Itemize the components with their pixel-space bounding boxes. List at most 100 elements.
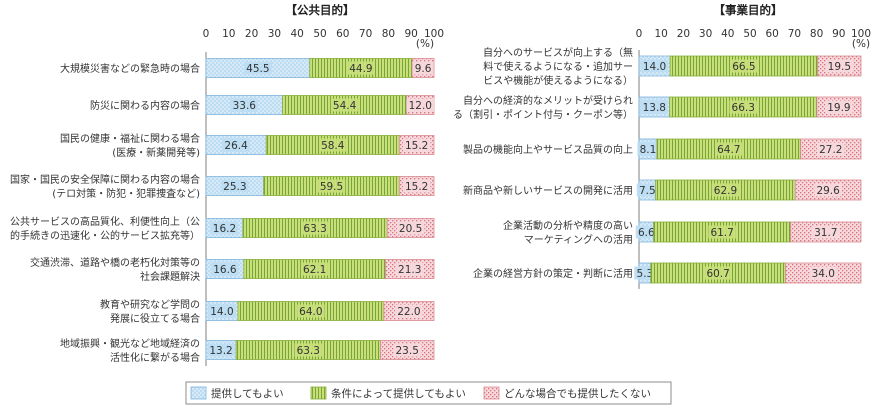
category-label: 社会課題解決 bbox=[140, 270, 200, 283]
data-label: 31.7 bbox=[814, 227, 837, 239]
legend-swatch-never bbox=[483, 386, 500, 400]
bars: 45.5 44.9 9.6 33.6 54.4 12.0 26.4 58.4 15.2 25.3 5… bbox=[205, 58, 435, 360]
category-label: 新商品や新しいサービスの開発に活用 bbox=[463, 184, 633, 197]
category-label: 製品の機能向上やサービス品質の向上 bbox=[463, 143, 633, 156]
x-tick-label: 30 bbox=[699, 28, 712, 40]
data-label-bg bbox=[825, 59, 854, 73]
data-label: 23.5 bbox=[396, 345, 419, 357]
data-label: 64.0 bbox=[299, 306, 322, 318]
data-label: 8.1 bbox=[640, 144, 657, 156]
category-label: 教育や研究など学問の bbox=[100, 298, 200, 311]
data-label: 6.6 bbox=[638, 227, 655, 239]
data-label-bg bbox=[347, 61, 375, 75]
data-label-bg bbox=[714, 142, 743, 156]
x-tick-label: 60 bbox=[766, 28, 779, 40]
x-tick-label: 100 bbox=[424, 28, 444, 40]
data-label: 27.2 bbox=[819, 144, 842, 156]
data-label-bg bbox=[730, 59, 758, 73]
data-label-bg bbox=[207, 343, 235, 357]
data-label-bg bbox=[294, 343, 323, 357]
data-label: 9.6 bbox=[415, 63, 432, 75]
category-label: 公共サービスの高品質化、利便性向上（公 bbox=[10, 215, 200, 228]
data-label: 60.7 bbox=[706, 268, 729, 280]
data-label: 16.6 bbox=[213, 264, 237, 276]
data-label: 7.5 bbox=[639, 185, 656, 197]
data-label: 62.9 bbox=[714, 185, 737, 197]
data-label: 13.8 bbox=[643, 102, 666, 114]
x-tick-label: 10 bbox=[655, 28, 668, 40]
data-label-bg bbox=[825, 100, 853, 114]
axis-unit: (%) bbox=[416, 38, 434, 50]
legend-label-provide: 提供してもよい bbox=[211, 387, 284, 400]
data-label: 15.2 bbox=[405, 181, 428, 193]
data-label-bg bbox=[210, 221, 239, 235]
data-label-bg bbox=[330, 98, 359, 112]
legend-label-conditional: 条件によって提供してもよい bbox=[331, 387, 466, 400]
category-label: 活性化に繋がる場合 bbox=[110, 351, 200, 364]
x-tick-label: 50 bbox=[313, 28, 326, 40]
category-label: 国家・国民の安全保障に関わる内容の場合 bbox=[10, 173, 200, 186]
x-tick-labels: 0 10 20 30 40 50 60 70 80 90 100 bbox=[636, 28, 871, 40]
data-label-bg bbox=[402, 138, 431, 152]
data-label: 66.3 bbox=[732, 102, 755, 114]
x-tick-label: 30 bbox=[268, 28, 281, 40]
x-tick-label: 20 bbox=[245, 28, 258, 40]
category-label: 自分への経済的なメリットが受けられ bbox=[463, 94, 633, 107]
data-label-bg bbox=[711, 183, 740, 197]
data-label-bg bbox=[402, 179, 431, 193]
category-label: 企業の経営方針の策定・判断に活用 bbox=[473, 267, 633, 280]
x-tick-label: 20 bbox=[677, 28, 690, 40]
data-label-bg bbox=[297, 304, 325, 318]
data-label-bg bbox=[412, 61, 434, 75]
data-label: 61.7 bbox=[710, 227, 733, 239]
data-label: 25.3 bbox=[223, 181, 246, 193]
data-label-bg bbox=[393, 343, 422, 357]
data-label-bg bbox=[640, 100, 669, 114]
data-label-bg bbox=[809, 266, 838, 280]
data-label-bg bbox=[317, 179, 346, 193]
data-label-bg bbox=[244, 61, 272, 75]
x-tick-label: 50 bbox=[743, 28, 756, 40]
data-label: 44.9 bbox=[349, 63, 372, 75]
category-label: 発展に役立てる場合 bbox=[110, 312, 200, 325]
category-label: 自分へのサービスが向上する（無 bbox=[483, 46, 633, 59]
data-label: 19.5 bbox=[828, 61, 851, 73]
x-tick-label: 80 bbox=[810, 28, 823, 40]
data-label: 22.0 bbox=[397, 306, 420, 318]
category-label: (テロ対策・防犯・犯罪捜査など) bbox=[52, 187, 200, 200]
legend-frame bbox=[185, 381, 672, 405]
data-label: 12.0 bbox=[409, 100, 432, 112]
data-label: 29.6 bbox=[816, 185, 840, 197]
data-label-bg bbox=[812, 225, 840, 239]
x-tick-label: 0 bbox=[636, 28, 643, 40]
data-label: 26.4 bbox=[224, 140, 248, 152]
category-label: 国民の健康・福祉に関わる場合 bbox=[60, 132, 200, 145]
data-label: 63.3 bbox=[303, 223, 326, 235]
data-label-bg bbox=[640, 59, 669, 73]
data-label: 14.0 bbox=[210, 306, 233, 318]
data-label: 16.2 bbox=[213, 223, 236, 235]
x-tick-label: 0 bbox=[203, 28, 210, 40]
legend: 提供してもよい 条件によって提供してもよい どんな場合でも提供したくない bbox=[185, 381, 672, 405]
data-label: 59.5 bbox=[320, 181, 343, 193]
x-tick-label: 70 bbox=[359, 28, 372, 40]
data-label-bg bbox=[221, 179, 249, 193]
category-label: る（割引・ポイント付与・クーポン等） bbox=[453, 108, 633, 121]
data-label-bg bbox=[222, 138, 250, 152]
data-label: 5.3 bbox=[637, 268, 654, 280]
x-tick-label: 40 bbox=[291, 28, 304, 40]
category-labels: 自分へのサービスが向上する（無料で使えるようになる・追加サービスや機能が使えるよ… bbox=[453, 46, 633, 280]
data-label: 66.5 bbox=[732, 61, 755, 73]
data-label-bg bbox=[708, 225, 736, 239]
category-label: 的手続きの迅速化・公的サービス拡充等） bbox=[10, 229, 200, 242]
data-label: 54.4 bbox=[333, 100, 357, 112]
data-label: 15.2 bbox=[405, 140, 428, 152]
legend-swatch-conditional bbox=[310, 386, 327, 400]
x-tick-label: 80 bbox=[382, 28, 395, 40]
category-label: 防災に関わる内容の場合 bbox=[90, 99, 200, 112]
data-label: 14.0 bbox=[643, 61, 666, 73]
legend-swatch-provide bbox=[190, 386, 207, 400]
data-label-bg bbox=[704, 266, 732, 280]
axis-unit: (%) bbox=[852, 38, 870, 50]
data-label-bg bbox=[814, 183, 842, 197]
